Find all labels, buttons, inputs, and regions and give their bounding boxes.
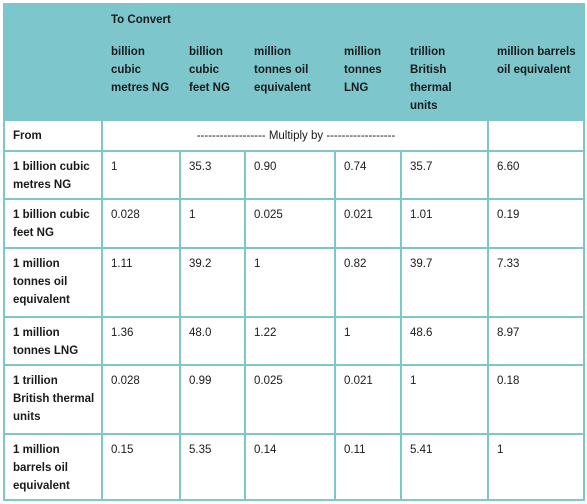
table-cell: 35.7 [400, 150, 489, 200]
table-cell: 39.2 [179, 247, 246, 318]
header-col-label: billion cubic feet NG [189, 46, 230, 94]
table-cell: 5.35 [179, 433, 246, 501]
header-col-label: billion cubic metres NG [111, 46, 170, 94]
table-cell: 1 [334, 316, 402, 366]
row-label: 1 million tonnes LNG [3, 316, 103, 366]
row-label: 1 billion cubic metres NG [3, 150, 103, 200]
table-row: 1 trillion British thermal units 0.028 0… [3, 364, 585, 435]
header-col-mtlng: million tonnes LNG [334, 3, 402, 121]
table-cell: 0.021 [334, 198, 402, 249]
table-row: 1 billion cubic metres NG 1 35.3 0.90 0.… [3, 150, 585, 200]
header-row: To Convert billion cubic metres NG billi… [3, 3, 585, 121]
table-cell: 7.33 [487, 247, 585, 318]
table-cell: 0.11 [334, 433, 402, 501]
table-cell: 1 [400, 364, 489, 435]
table-row: 1 million barrels oil equivalent 0.15 5.… [3, 433, 585, 501]
row-label: 1 million tonnes oil equivalent [3, 247, 103, 318]
table-cell: 8.97 [487, 316, 585, 366]
header-col-mboe: million barrels oil equivalent [487, 3, 585, 121]
table-cell: 48.0 [179, 316, 246, 366]
header-col-bcf: billion cubic feet NG [179, 3, 246, 121]
row-label: 1 trillion British thermal units [3, 364, 103, 435]
table-cell: 39.7 [400, 247, 489, 318]
table-cell: 48.6 [400, 316, 489, 366]
table-cell: 0.028 [101, 198, 181, 249]
table-cell: 0.025 [244, 364, 336, 435]
table-cell: 1.36 [101, 316, 181, 366]
table-cell: 1 [244, 247, 336, 318]
from-label: From [3, 119, 103, 152]
table-cell: 5.41 [400, 433, 489, 501]
header-col-tbtu: trillion British thermal units [400, 3, 489, 121]
table-cell: 0.028 [101, 364, 181, 435]
table-row: 1 million tonnes LNG 1.36 48.0 1.22 1 48… [3, 316, 585, 366]
from-row: From ------------------ Multiply by ----… [3, 119, 585, 152]
row-label: 1 million barrels oil equivalent [3, 433, 103, 501]
header-col-bcm: To Convert billion cubic metres NG [101, 3, 181, 121]
header-col-label: million barrels oil equivalent [497, 46, 576, 76]
table-cell: 1 [487, 433, 585, 501]
to-convert-label: To Convert [111, 14, 171, 26]
header-col-label: million tonnes LNG [344, 46, 382, 94]
table-row: 1 billion cubic feet NG 0.028 1 0.025 0.… [3, 198, 585, 249]
table-cell: 0.15 [101, 433, 181, 501]
table-cell: 1 [179, 198, 246, 249]
header-col-label: trillion British thermal units [410, 46, 452, 112]
table-cell: 1.01 [400, 198, 489, 249]
header-col-mtoe: million tonnes oil equivalent [244, 3, 336, 121]
table-cell: 0.19 [487, 198, 585, 249]
table-cell: 0.021 [334, 364, 402, 435]
table-cell: 1.11 [101, 247, 181, 318]
row-label: 1 billion cubic feet NG [3, 198, 103, 249]
conversion-table: To Convert billion cubic metres NG billi… [3, 3, 585, 501]
table-row: 1 million tonnes oil equivalent 1.11 39.… [3, 247, 585, 318]
table-cell: 0.74 [334, 150, 402, 200]
table-cell: 1.22 [244, 316, 336, 366]
table-cell: 0.99 [179, 364, 246, 435]
table-cell: 0.18 [487, 364, 585, 435]
table-cell: 0.14 [244, 433, 336, 501]
from-row-empty-cell [487, 119, 585, 152]
header-col-label: million tonnes oil equivalent [254, 46, 311, 94]
table-cell: 35.3 [179, 150, 246, 200]
multiply-by-label: ------------------ Multiply by ---------… [101, 119, 489, 152]
table-cell: 1 [101, 150, 181, 200]
table-cell: 0.90 [244, 150, 336, 200]
table-cell: 0.025 [244, 198, 336, 249]
table-cell: 0.82 [334, 247, 402, 318]
header-corner [3, 3, 103, 121]
table-cell: 6.60 [487, 150, 585, 200]
